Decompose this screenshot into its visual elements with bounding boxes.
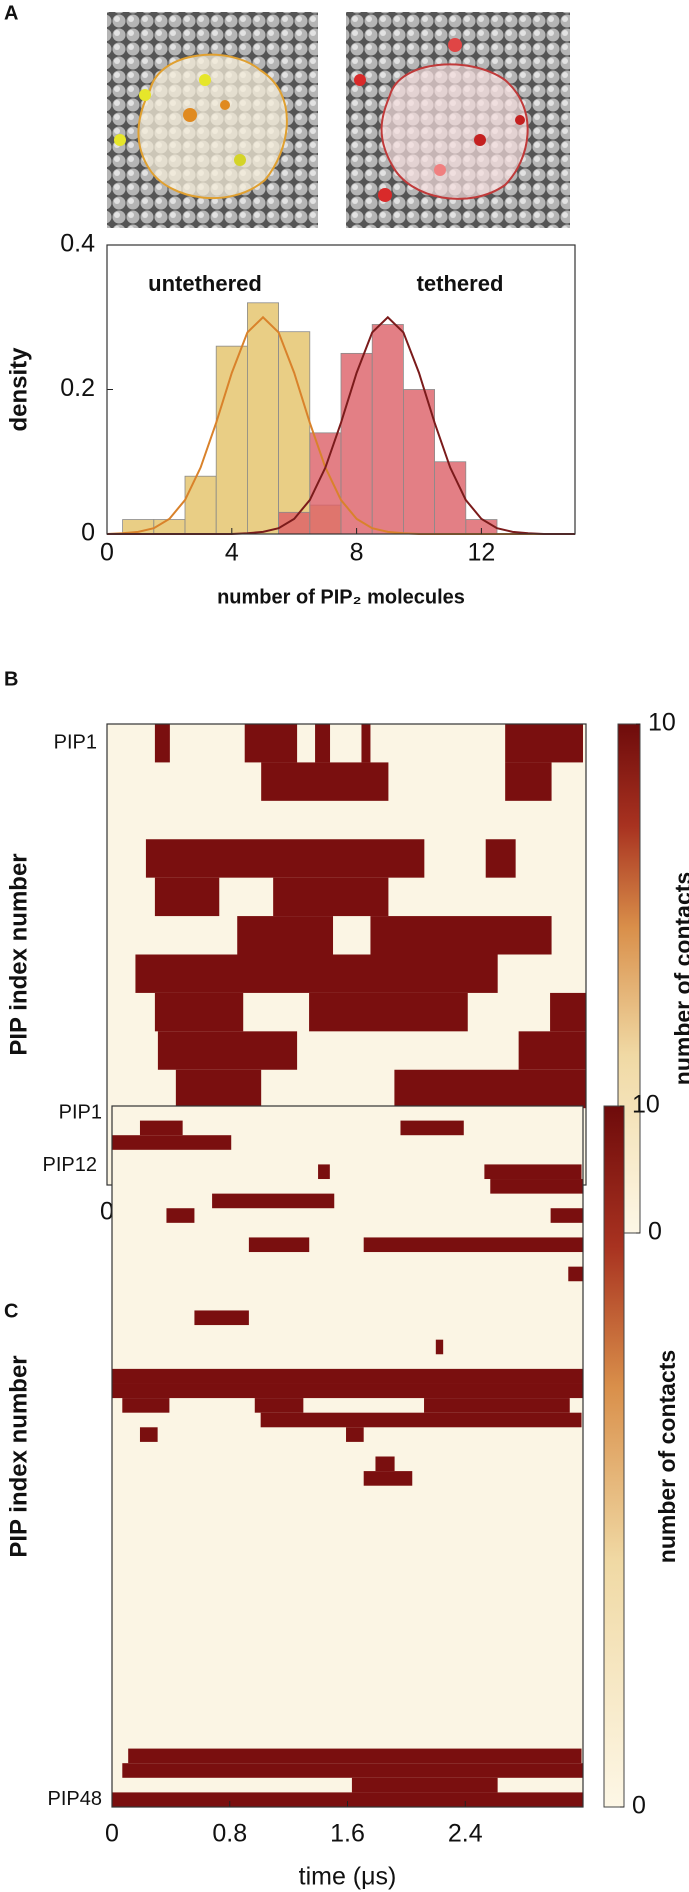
plot-frame xyxy=(106,244,576,535)
x-tick-label: 0 xyxy=(100,539,114,567)
contact-interval xyxy=(435,1339,444,1355)
contact-interval xyxy=(485,839,516,878)
colorbar xyxy=(603,1105,625,1808)
contact-interval xyxy=(505,724,584,763)
membrane-image-tethered xyxy=(346,12,570,228)
contact-interval xyxy=(112,1368,583,1384)
y-axis-label: PIP index number xyxy=(5,853,32,1055)
contact-interval xyxy=(375,1456,395,1472)
bar xyxy=(278,331,311,535)
membrane-image-untethered xyxy=(107,12,318,228)
contact-interval xyxy=(244,724,298,763)
bar xyxy=(184,475,217,535)
contact-interval xyxy=(518,1031,586,1070)
x-tick-label: 8 xyxy=(350,539,364,567)
contact-interval xyxy=(112,1135,232,1150)
contact-interval xyxy=(484,1164,582,1180)
contact-interval xyxy=(248,1237,310,1253)
bar xyxy=(402,389,435,535)
colorbar-tick-label: 0 xyxy=(632,1792,646,1820)
contact-interval xyxy=(212,1193,335,1209)
series-label: tethered xyxy=(417,271,504,296)
contact-interval xyxy=(424,1398,570,1413)
bar xyxy=(153,519,186,535)
contact-interval xyxy=(154,877,220,917)
bar xyxy=(434,461,467,535)
x-tick-label: 0 xyxy=(105,1820,119,1848)
panel-letter: B xyxy=(4,668,18,690)
y-axis-label: density xyxy=(5,347,32,432)
contact-interval xyxy=(237,916,334,955)
colorbar-tick-label: 0 xyxy=(648,1218,662,1246)
colorbar-tick-label: 10 xyxy=(648,709,676,737)
row-label: PIP12 xyxy=(43,1154,97,1176)
series-label: untethered xyxy=(148,271,262,296)
contact-interval xyxy=(194,1310,249,1326)
contact-interval xyxy=(400,1120,464,1136)
contact-interval xyxy=(154,724,170,763)
contact-interval xyxy=(260,1412,582,1428)
x-tick-label: 2.4 xyxy=(448,1820,483,1848)
contact-interval xyxy=(363,1237,583,1253)
x-axis-label: time (μs) xyxy=(299,1863,397,1891)
contact-interval xyxy=(135,954,498,993)
contact-interval xyxy=(550,1208,583,1223)
row-label: PIP1 xyxy=(54,731,97,753)
x-tick-label: 4 xyxy=(225,539,239,567)
contact-interval xyxy=(550,992,586,1032)
contact-interval xyxy=(346,1427,364,1442)
contact-interval xyxy=(273,877,389,917)
contact-interval xyxy=(363,1471,413,1486)
plot-frame xyxy=(111,1105,584,1808)
contact-interval xyxy=(370,916,552,955)
x-tick-label: 12 xyxy=(467,539,495,567)
y-axis-label: PIP index number xyxy=(5,1355,32,1557)
contact-interval xyxy=(394,1069,586,1109)
x-tick-label: 0 xyxy=(100,1198,114,1226)
contact-interval xyxy=(145,839,425,878)
bar xyxy=(246,302,279,535)
contact-interval xyxy=(139,1427,158,1442)
contact-interval xyxy=(261,762,389,801)
colorbar-label: number of contacts xyxy=(654,1350,680,1563)
bar xyxy=(309,432,342,535)
x-tick-label: 1.6 xyxy=(330,1820,365,1848)
contact-interval xyxy=(112,1383,583,1399)
contact-interval xyxy=(351,1777,498,1793)
contact-interval xyxy=(128,1748,582,1764)
contact-interval xyxy=(166,1208,195,1223)
y-tick-label: 0.4 xyxy=(60,230,95,258)
contact-interval xyxy=(122,1398,170,1413)
contact-interval xyxy=(361,724,371,763)
contact-interval xyxy=(254,1398,304,1413)
panel-letter: A xyxy=(4,2,18,24)
contact-interval xyxy=(309,992,468,1032)
contact-interval xyxy=(157,1031,298,1070)
contact-interval xyxy=(139,1120,183,1136)
heatmap-background xyxy=(112,1106,583,1807)
contact-interval xyxy=(315,724,331,763)
row-label: PIP1 xyxy=(59,1102,102,1124)
y-tick-label: 0.2 xyxy=(60,374,95,402)
x-axis-label: number of PIP₂ molecules xyxy=(217,586,465,608)
colorbar-label: number of contacts xyxy=(670,872,689,1085)
x-tick-label: 0.8 xyxy=(212,1820,247,1848)
contact-interval xyxy=(490,1179,583,1194)
contact-interval xyxy=(175,1069,262,1109)
contact-interval xyxy=(318,1164,330,1180)
row-label: PIP48 xyxy=(48,1788,102,1810)
panel-letter: C xyxy=(4,1300,18,1322)
contact-interval xyxy=(122,1763,583,1778)
contact-interval xyxy=(154,992,244,1032)
contact-interval xyxy=(568,1266,583,1282)
y-tick-label: 0 xyxy=(81,519,95,547)
bar xyxy=(278,511,311,535)
colorbar-tick-label: 10 xyxy=(632,1091,660,1119)
contact-interval xyxy=(505,762,552,801)
bar xyxy=(371,324,404,535)
